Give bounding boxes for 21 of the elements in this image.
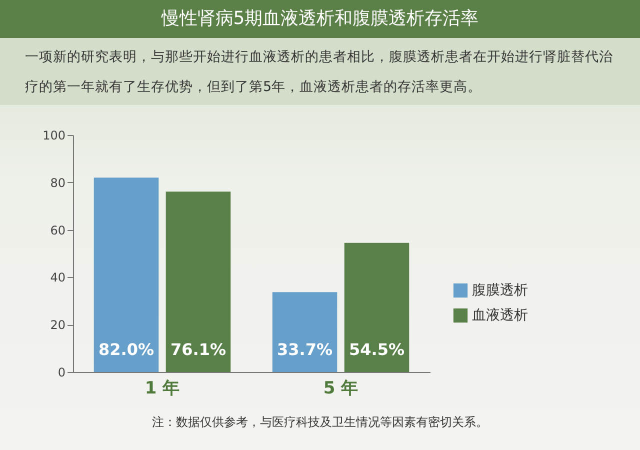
bar	[272, 292, 338, 372]
legend-label: 腹膜透析	[472, 282, 528, 298]
data-label: 76.1%	[170, 340, 226, 359]
y-tick-label: 60	[50, 223, 66, 238]
text: 注：数据仅供参考，与医疗科技及卫生情况等因素有密切关系。	[151, 414, 489, 431]
y-tick-label: 100	[42, 128, 66, 142]
bar	[344, 242, 410, 372]
bar	[94, 178, 159, 372]
data-label: 54.5%	[348, 340, 404, 359]
x-tick-label: 5 年	[323, 378, 358, 398]
data-label: 33.7%	[277, 340, 333, 359]
data-label: 82.0%	[98, 340, 154, 359]
bar	[166, 192, 231, 372]
chart-title: 慢性肾病5期血液透析和腹膜透析存活率	[0, 0, 640, 38]
legend-label: 血液透析	[472, 308, 528, 324]
chart-subtitle: 一项新的研究表明，与那些开始进行血液透析的患者相比，腹膜透析患者在开始进行肾脏替代治疗的第一年就有了生存优势，但到了第5年，血液透析患者的存活率更高。	[0, 38, 640, 105]
y-tick-label: 0	[58, 366, 66, 380]
y-tick-label: 20	[50, 318, 66, 332]
x-tick-label: 1 年	[144, 378, 180, 398]
y-tick-label: 80	[50, 176, 66, 190]
y-tick-label: 40	[50, 270, 66, 285]
